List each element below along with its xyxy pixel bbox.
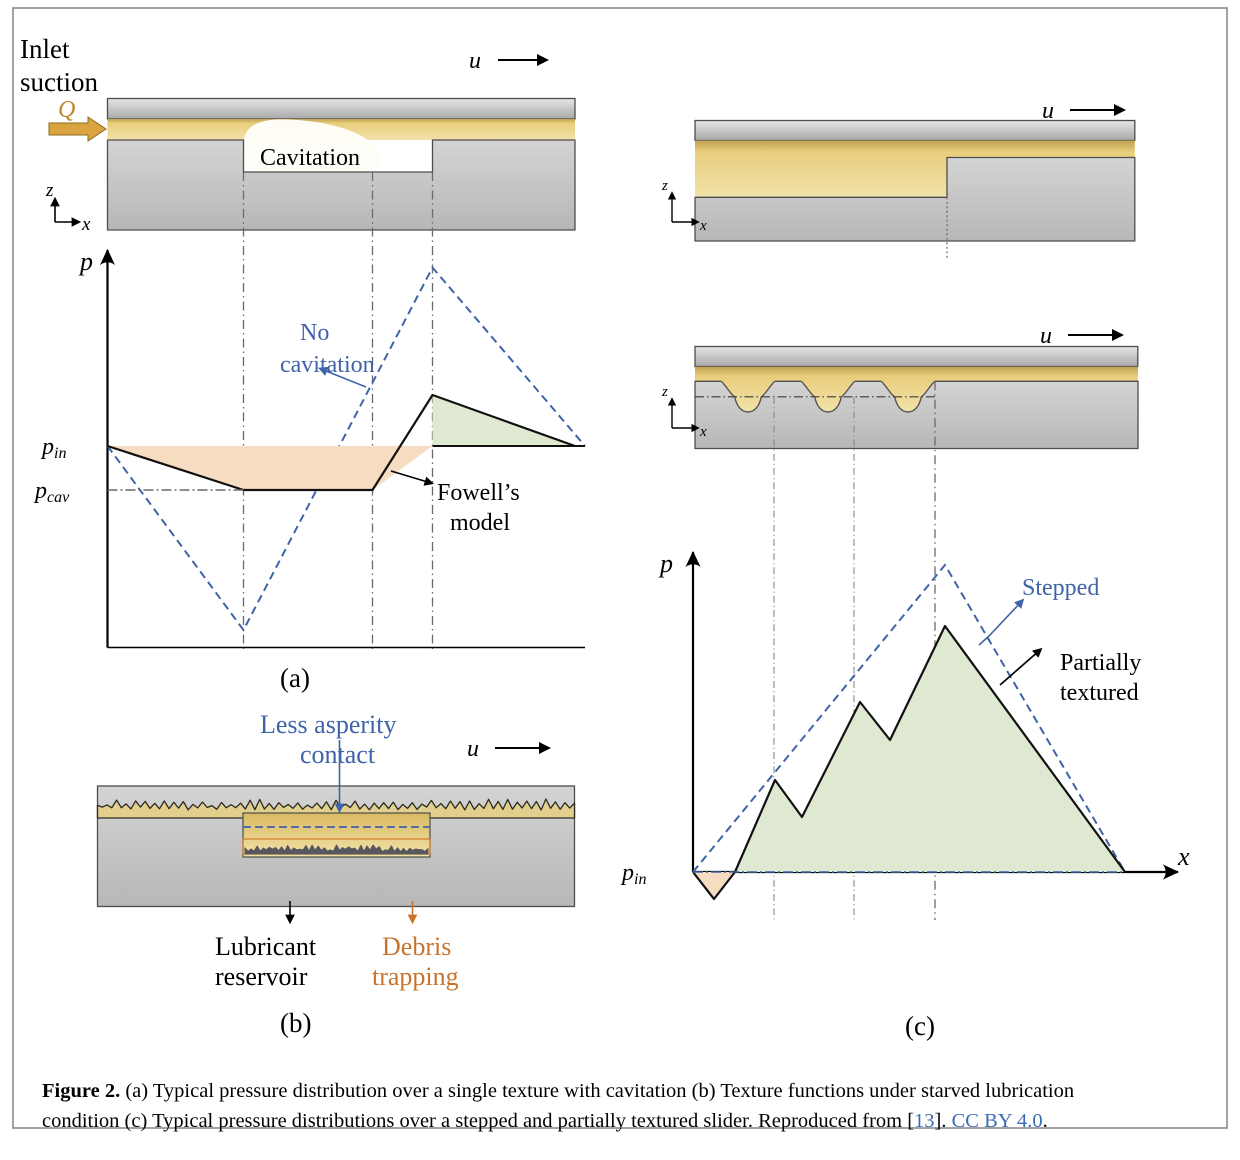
- svg-text:z: z: [45, 180, 54, 201]
- svg-text:x: x: [1177, 842, 1190, 871]
- svg-text:Inlet: Inlet: [20, 34, 70, 64]
- svg-text:u: u: [469, 48, 481, 74]
- svg-text:x: x: [699, 424, 707, 440]
- svg-text:u: u: [467, 736, 479, 762]
- svg-text:No: No: [300, 320, 329, 346]
- svg-text:pin: pin: [620, 860, 646, 888]
- svg-text:Q: Q: [58, 97, 75, 123]
- svg-text:contact: contact: [300, 740, 376, 769]
- svg-text:condition (c) Typical pressure: condition (c) Typical pressure distribut…: [42, 1110, 1048, 1132]
- svg-text:x: x: [699, 218, 707, 234]
- svg-text:Cavitation: Cavitation: [260, 145, 360, 171]
- svg-text:Debris: Debris: [382, 932, 451, 961]
- svg-text:x: x: [81, 214, 91, 235]
- svg-text:pcav: pcav: [33, 478, 70, 506]
- svg-text:u: u: [1040, 323, 1052, 349]
- svg-text:reservoir: reservoir: [215, 962, 308, 991]
- svg-text:p: p: [78, 247, 93, 276]
- svg-text:(b): (b): [280, 1008, 311, 1038]
- svg-text:(a): (a): [280, 663, 310, 693]
- svg-text:Fowell’s: Fowell’s: [437, 480, 520, 506]
- svg-text:textured: textured: [1060, 680, 1139, 706]
- svg-text:suction: suction: [20, 67, 98, 97]
- svg-text:z: z: [661, 384, 668, 400]
- svg-text:p: p: [658, 549, 673, 578]
- svg-text:Partially: Partially: [1060, 650, 1141, 676]
- svg-text:trapping: trapping: [372, 962, 459, 991]
- svg-text:cavitation: cavitation: [280, 352, 375, 378]
- svg-text:z: z: [661, 178, 668, 194]
- svg-text:Figure 2. (a) Typical pressure: Figure 2. (a) Typical pressure distribut…: [42, 1080, 1074, 1102]
- svg-text:(c): (c): [905, 1011, 935, 1041]
- svg-text:model: model: [450, 510, 510, 536]
- svg-text:Stepped: Stepped: [1022, 575, 1099, 601]
- svg-text:pin: pin: [40, 434, 66, 462]
- svg-text:Less asperity: Less asperity: [260, 710, 396, 739]
- svg-text:Lubricant: Lubricant: [215, 932, 317, 961]
